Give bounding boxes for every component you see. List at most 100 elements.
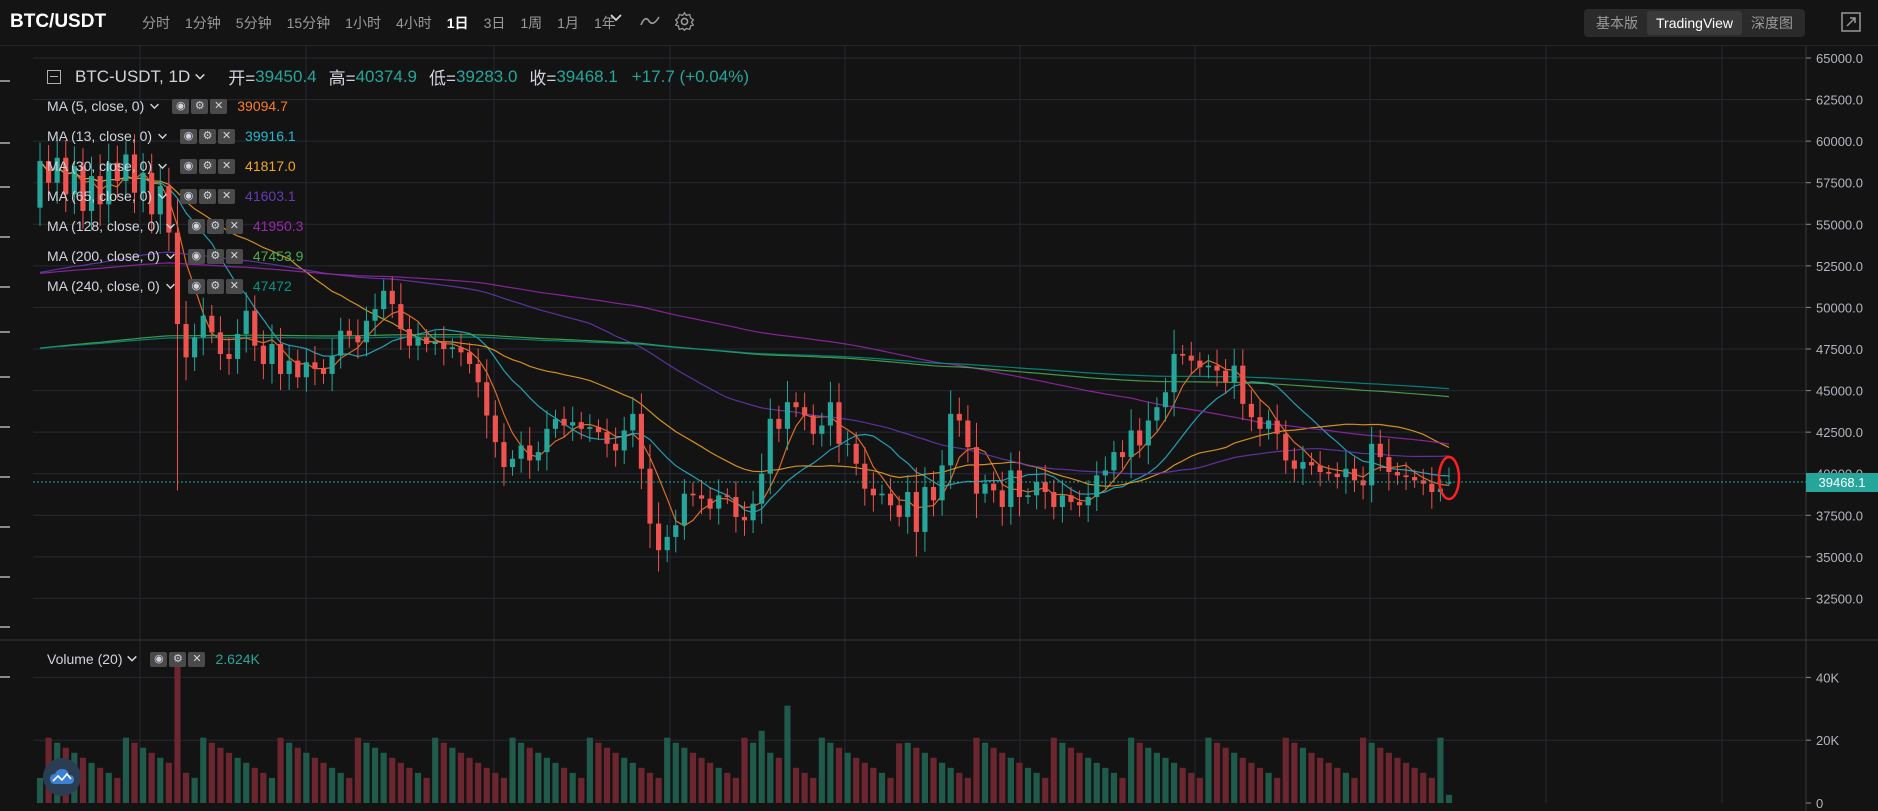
interval-0[interactable]: 分时	[142, 15, 170, 31]
volume-bar	[835, 747, 843, 803]
visibility-eye-icon[interactable]: ◉	[187, 278, 205, 294]
visibility-eye-icon[interactable]: ◉	[180, 128, 198, 144]
interval-8[interactable]: 1周	[520, 15, 543, 31]
volume-indicator-label[interactable]: Volume (20)	[47, 651, 123, 667]
visibility-eye-icon[interactable]: ◉	[180, 188, 198, 204]
view-depth[interactable]: 深度图	[1751, 15, 1794, 31]
symbol-title[interactable]: BTC/USDT	[10, 11, 107, 32]
volume-bar	[1282, 737, 1289, 803]
brand-logo-button[interactable]	[43, 758, 81, 796]
volume-bar	[1050, 737, 1057, 803]
volume-bar	[586, 737, 593, 803]
settings-icon[interactable]: ⚙	[169, 651, 187, 667]
settings-icon[interactable]: ⚙	[206, 218, 224, 234]
view-basic[interactable]: 基本版	[1596, 15, 1638, 31]
visibility-eye-icon[interactable]: ◉	[187, 248, 205, 264]
chevron-down-icon[interactable]	[165, 251, 176, 262]
eye-tool[interactable]	[0, 626, 10, 628]
candle-body	[767, 418, 773, 474]
collapse-legend-icon[interactable]	[47, 69, 61, 84]
chevron-down-icon[interactable]	[157, 131, 168, 142]
settings-icon[interactable]: ⚙	[191, 98, 209, 114]
ma-label[interactable]: MA (30, close, 0)	[47, 158, 153, 174]
ma-label[interactable]: MA (200, close, 0)	[47, 248, 160, 264]
interval-1[interactable]: 1分钟	[185, 15, 221, 31]
visibility-eye-icon[interactable]: ◉	[180, 158, 198, 174]
delete-tool[interactable]	[0, 676, 10, 678]
volume-bar	[939, 762, 946, 803]
candle-body	[1051, 492, 1057, 507]
remove-icon[interactable]: ✕	[225, 248, 243, 264]
volume-bar	[1274, 777, 1281, 803]
price-tick-label: 47500.0	[1816, 342, 1863, 357]
remove-icon[interactable]: ✕	[210, 98, 228, 114]
candle-body	[269, 344, 275, 364]
settings-icon[interactable]: ⚙	[199, 158, 217, 174]
ma-label[interactable]: MA (13, close, 0)	[47, 128, 153, 144]
chart-type-icon[interactable]	[640, 13, 660, 29]
chevron-down-icon[interactable]	[165, 221, 176, 232]
settings-icon[interactable]: ⚙	[199, 128, 217, 144]
interval-5[interactable]: 4小时	[395, 15, 432, 31]
candle-body	[286, 360, 292, 374]
trendline-tool[interactable]	[0, 142, 10, 144]
visibility-eye-icon[interactable]: ◉	[172, 98, 190, 114]
interval-4[interactable]: 1小时	[345, 15, 381, 31]
interval-6[interactable]: 1日	[446, 15, 469, 31]
price-tick-label: 32500.0	[1816, 591, 1863, 606]
chevron-down-icon[interactable]	[126, 653, 138, 665]
volume-bar	[1317, 757, 1324, 803]
chevron-down-icon[interactable]	[149, 101, 160, 112]
ma-label[interactable]: MA (240, close, 0)	[47, 278, 160, 294]
fib-tool[interactable]	[0, 236, 10, 238]
candle-body	[295, 360, 301, 378]
text-tool[interactable]	[0, 426, 10, 428]
interval-2[interactable]: 5分钟	[235, 15, 272, 31]
interval-7[interactable]: 3日	[483, 15, 506, 31]
interval-3[interactable]: 15分钟	[286, 15, 331, 31]
ma-label[interactable]: MA (65, close, 0)	[47, 188, 153, 204]
crosshair-tool[interactable]	[0, 80, 10, 82]
brush-tool[interactable]	[0, 376, 10, 378]
chevron-down-icon[interactable]	[165, 281, 176, 292]
settings-icon[interactable]: ⚙	[199, 188, 217, 204]
remove-icon[interactable]: ✕	[218, 128, 236, 144]
remove-icon[interactable]: ✕	[225, 218, 243, 234]
ma-label[interactable]: MA (128, close, 0)	[47, 218, 160, 234]
interval-10[interactable]: 1年	[593, 15, 616, 31]
line-tool[interactable]	[0, 186, 10, 188]
candle-body	[192, 337, 198, 358]
magnet-tool[interactable]	[0, 526, 10, 528]
visibility-eye-icon[interactable]: ◉	[150, 651, 168, 667]
candle-body	[707, 498, 713, 509]
candle-body	[690, 493, 696, 496]
settings-icon[interactable]: ⚙	[206, 278, 224, 294]
candle-body	[647, 468, 653, 524]
remove-icon[interactable]: ✕	[218, 188, 236, 204]
interval-9[interactable]: 1月	[557, 15, 579, 31]
volume-bar	[775, 757, 782, 803]
view-tradingview[interactable]: TradingView	[1647, 11, 1743, 35]
measure-tool[interactable]	[0, 331, 10, 333]
chevron-down-icon[interactable]	[609, 11, 623, 25]
chart-title[interactable]: BTC-USDT, 1D	[75, 66, 191, 86]
remove-icon[interactable]: ✕	[218, 158, 236, 174]
candle-body	[784, 402, 791, 429]
zoom-tool[interactable]	[0, 476, 10, 478]
chevron-down-icon[interactable]	[194, 71, 206, 83]
pattern-tool[interactable]	[0, 286, 10, 288]
fullscreen-icon[interactable]	[1840, 11, 1862, 33]
visibility-eye-icon[interactable]: ◉	[187, 218, 205, 234]
price-chart[interactable]: 65000.0 62500.0 60000.0 57500.0 55000.0 52500…	[0, 46, 1878, 811]
settings-gear-icon[interactable]	[674, 11, 695, 32]
volume-bar	[689, 752, 697, 803]
lock-tool[interactable]	[0, 576, 10, 578]
volume-bar	[1265, 772, 1272, 803]
settings-icon[interactable]: ⚙	[206, 248, 224, 264]
chevron-down-icon[interactable]	[157, 161, 168, 172]
candle-body	[905, 492, 911, 517]
ma-label[interactable]: MA (5, close, 0)	[47, 98, 145, 114]
remove-icon[interactable]: ✕	[225, 278, 243, 294]
chevron-down-icon[interactable]	[157, 191, 168, 202]
remove-icon[interactable]: ✕	[188, 651, 206, 667]
